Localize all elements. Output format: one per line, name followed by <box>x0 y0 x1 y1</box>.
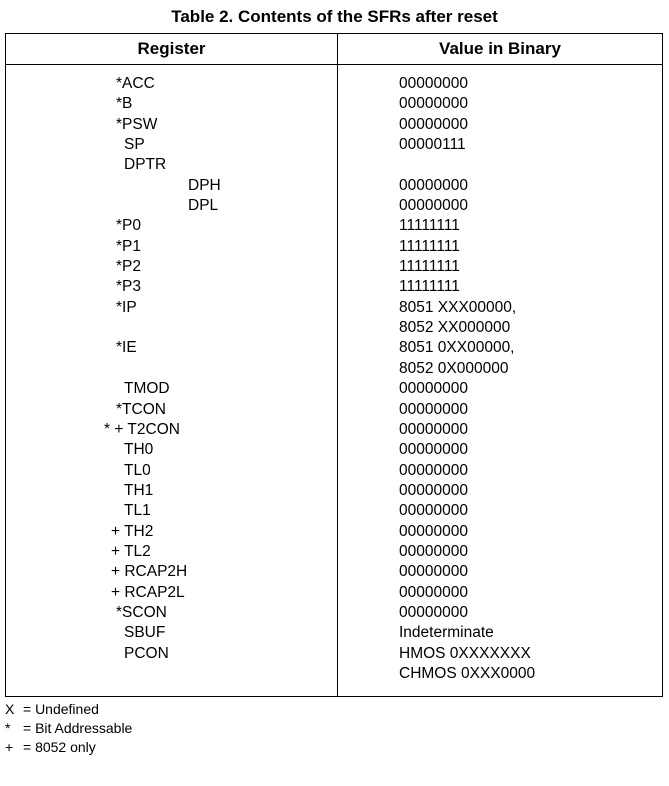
register-cell: *B <box>116 95 133 113</box>
table-row: *PSW 00000000 <box>6 115 662 135</box>
table-row: SBUF Indeterminate <box>6 623 662 643</box>
table-row: TL1 00000000 <box>6 501 662 521</box>
value-cell: 00000000 <box>399 197 468 215</box>
register-cell: + RCAP2H <box>111 563 188 581</box>
register-cell: + RCAP2L <box>111 583 185 601</box>
table-row: *P3 11111111 <box>6 277 662 297</box>
table-row: DPTR <box>6 155 662 175</box>
legend-symbol: X <box>5 701 15 717</box>
table-row: *P1 11111111 <box>6 237 662 257</box>
table-row: PCON HMOS 0XXXXXXX <box>6 644 662 664</box>
register-cell: *IP <box>116 298 137 316</box>
value-cell: 8052 XX000000 <box>399 319 511 337</box>
sfr-reset-table: Register Value in Binary *ACC 00000000 *B… <box>5 33 663 697</box>
value-cell: 11111111 <box>399 278 460 296</box>
table-row: SP 00000111 <box>6 135 662 155</box>
table-row: *IE 8051 0XX00000, <box>6 338 662 358</box>
table-body: *ACC 00000000 *B 00000000 *PSW 00000000 SP 0… <box>6 74 662 684</box>
value-cell: 00000000 <box>399 563 468 581</box>
register-cell: PCON <box>124 644 169 662</box>
table-row: + RCAP2H 00000000 <box>6 562 662 582</box>
value-cell: 00000111 <box>399 136 466 154</box>
table-row: TH0 00000000 <box>6 440 662 460</box>
register-cell: + TL2 <box>111 542 151 560</box>
register-cell: TH1 <box>124 481 154 499</box>
table-row: 8052 XX000000 <box>6 318 662 338</box>
value-cell: 00000000 <box>399 420 468 438</box>
table-row: *IP 8051 XXX00000, <box>6 298 662 318</box>
register-cell: *TCON <box>116 400 166 418</box>
value-cell: 00000000 <box>399 481 468 499</box>
value-cell: 00000000 <box>399 75 468 92</box>
value-cell: 00000000 <box>399 542 468 560</box>
register-cell: *P2 <box>116 258 141 276</box>
register-cell: *P0 <box>116 217 141 235</box>
register-cell: TH0 <box>124 441 154 459</box>
register-cell: *ACC <box>116 75 155 92</box>
value-cell: 11111111 <box>399 237 460 255</box>
register-cell: *IE <box>116 339 137 357</box>
table-row: *ACC 00000000 <box>6 74 662 94</box>
legend-symbol: + <box>5 739 14 755</box>
table-header: Register Value in Binary <box>6 34 662 65</box>
table-row: + TL2 00000000 <box>6 542 662 562</box>
register-cell: TMOD <box>124 380 170 398</box>
table-row: TMOD 00000000 <box>6 379 662 399</box>
table-row: DPH 00000000 <box>6 176 662 196</box>
value-cell: 11111111 <box>399 258 460 276</box>
register-cell: DPH <box>188 176 221 194</box>
table-row: 8052 0X000000 <box>6 359 662 379</box>
value-cell: CHMOS 0XXX0000 <box>399 664 536 682</box>
value-cell: Indeterminate <box>399 624 494 642</box>
legend-text: = 8052 only <box>23 739 96 755</box>
register-cell: *PSW <box>116 115 158 133</box>
register-cell: SP <box>124 136 145 154</box>
table-row: *SCON 00000000 <box>6 603 662 623</box>
table-row: + TH2 00000000 <box>6 522 662 542</box>
value-cell: 8052 0X000000 <box>399 359 509 377</box>
register-cell: TL0 <box>124 461 151 479</box>
value-cell: 00000000 <box>399 603 468 621</box>
legend-text: = Bit Addressable <box>23 720 133 736</box>
value-cell: 00000000 <box>399 502 468 520</box>
value-cell: 00000000 <box>399 522 468 540</box>
value-cell: 00000000 <box>399 441 468 459</box>
value-cell: 00000000 <box>399 461 468 479</box>
table-row: DPL 00000000 <box>6 196 662 216</box>
table-row: + RCAP2L 00000000 <box>6 583 662 603</box>
register-cell: DPL <box>188 197 219 215</box>
register-cell: TL1 <box>124 502 151 520</box>
register-cell: DPTR <box>124 156 167 174</box>
table-row: *P2 11111111 <box>6 257 662 277</box>
legend-text: = Undefined <box>23 701 99 717</box>
table-row: *TCON 00000000 <box>6 400 662 420</box>
table-row: TL0 00000000 <box>6 461 662 481</box>
value-cell: 00000000 <box>399 583 468 601</box>
register-cell: *SCON <box>116 603 167 621</box>
register-cell: SBUF <box>124 624 166 642</box>
legend-symbol: * <box>5 720 11 736</box>
table-caption: Table 2. Contents of the SFRs after rese… <box>171 7 498 26</box>
value-cell: 8051 0XX00000, <box>399 339 515 357</box>
table-row: * + T2CON 00000000 <box>6 420 662 440</box>
value-cell: 00000000 <box>399 400 468 418</box>
table-row: *P0 11111111 <box>6 216 662 236</box>
register-cell: + TH2 <box>111 522 154 540</box>
value-cell: HMOS 0XXXXXXX <box>399 644 531 662</box>
table-row: CHMOS 0XXX0000 <box>6 664 662 684</box>
value-cell: 00000000 <box>399 176 468 194</box>
table-row: *B 00000000 <box>6 94 662 114</box>
column-divider <box>337 34 338 696</box>
value-cell: 00000000 <box>399 115 468 133</box>
register-cell: * + T2CON <box>104 420 180 438</box>
value-cell: 11111111 <box>399 217 460 235</box>
value-cell: 00000000 <box>399 380 468 398</box>
register-cell: *P3 <box>116 278 141 296</box>
value-cell: 00000000 <box>399 95 468 113</box>
header-register: Register <box>137 39 206 58</box>
table-row: TH1 00000000 <box>6 481 662 501</box>
value-cell: 8051 XXX00000, <box>399 298 517 316</box>
header-value: Value in Binary <box>439 39 561 58</box>
register-cell: *P1 <box>116 237 141 255</box>
